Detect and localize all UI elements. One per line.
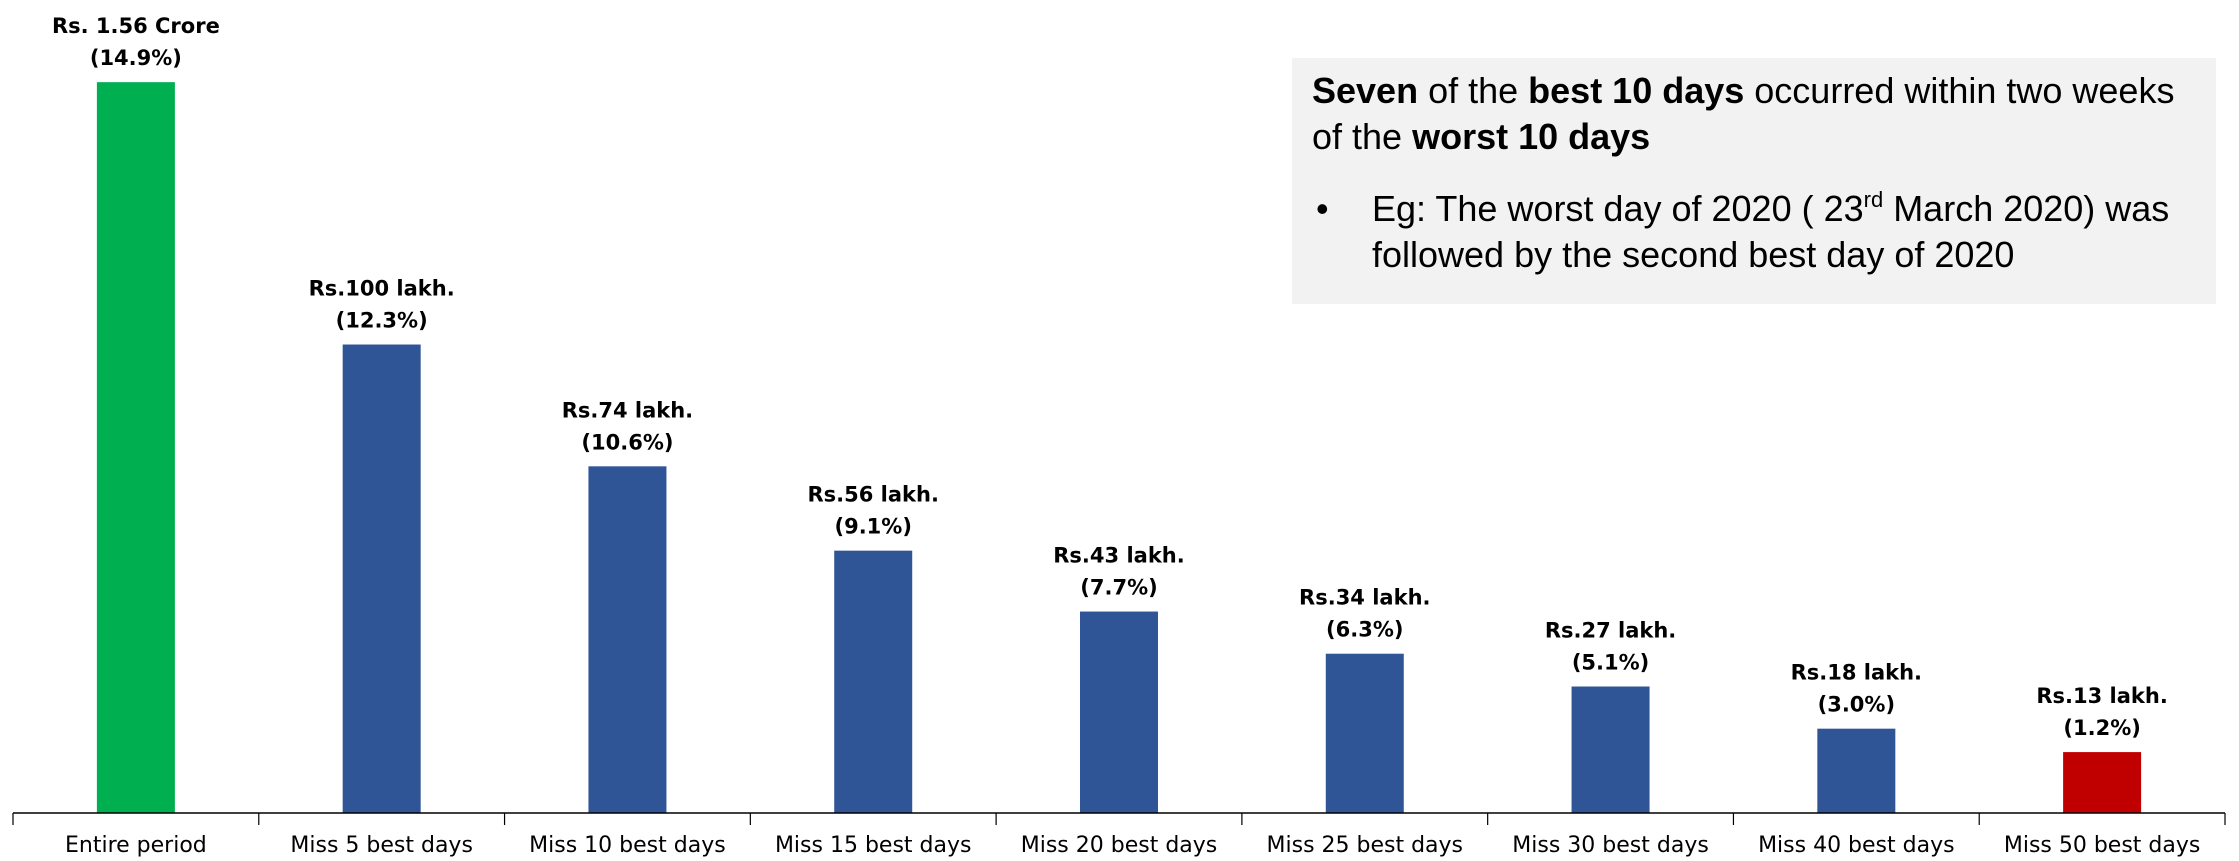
value-label-percent: (7.7%) <box>1080 576 1157 600</box>
value-label-percent: (14.9%) <box>90 46 182 70</box>
x-axis: Entire period Miss 5 best days Miss 10 bes… <box>12 812 2226 858</box>
bullet-marker: • <box>1316 188 1329 229</box>
value-label-amount: Rs.13 lakh. <box>2036 684 2167 708</box>
bar <box>96 82 175 813</box>
category-label: Entire period <box>65 833 207 858</box>
category-label: Miss 30 best days <box>1512 833 1709 858</box>
bar <box>1571 686 1650 813</box>
callout-heading-worst-days: worst 10 days <box>1412 116 1651 157</box>
value-label-percent: (10.6%) <box>581 430 673 454</box>
value-label-amount: Rs.56 lakh. <box>807 483 938 507</box>
bar <box>588 466 667 813</box>
value-label-percent: (9.1%) <box>835 515 912 539</box>
value-label-amount: Rs.100 lakh. <box>309 277 455 301</box>
bar <box>342 344 421 813</box>
category-label: Miss 15 best days <box>775 833 972 858</box>
category-label: Miss 5 best days <box>290 833 473 858</box>
callout-heading-text-1: of the <box>1418 70 1529 111</box>
value-label-amount: Rs.43 lakh. <box>1053 544 1184 568</box>
value-label-percent: (1.2%) <box>2063 716 2140 740</box>
value-label-amount: Rs.18 lakh. <box>1791 661 1922 685</box>
value-label-amount: Rs.27 lakh. <box>1545 619 1676 643</box>
bullet-text-1: Eg: The worst day of 2020 ( 23 <box>1372 188 1864 229</box>
bullet-superscript: rd <box>1863 187 1884 212</box>
value-labels-group: Rs. 1.56 Crore (14.9%) Rs.100 lakh. (12.3%)… <box>52 14 2168 740</box>
category-label: Miss 40 best days <box>1758 833 1955 858</box>
bars-group <box>96 82 2142 813</box>
value-label-amount: Rs.34 lakh. <box>1299 586 1430 610</box>
bar <box>1817 728 1896 813</box>
callout-heading-best-days: best 10 days <box>1528 70 1745 111</box>
callout-bullet: • Eg: The worst day of 2020 ( 23rd March … <box>1312 186 2196 278</box>
category-label: Miss 25 best days <box>1267 833 1464 858</box>
bar <box>2063 752 2142 813</box>
category-label: Miss 10 best days <box>529 833 726 858</box>
callout-heading-text-2: occurred within two weeks of the <box>1312 70 2175 157</box>
value-label-amount: Rs. 1.56 Crore <box>52 14 220 38</box>
bar <box>1080 611 1158 813</box>
value-label-percent: (12.3%) <box>336 309 428 333</box>
value-label-amount: Rs.74 lakh. <box>562 398 693 422</box>
category-label: Miss 20 best days <box>1021 833 1218 858</box>
callout-heading: Seven of the best 10 days occurred withi… <box>1312 68 2196 160</box>
value-label-percent: (3.0%) <box>1818 693 1895 717</box>
bar <box>1325 653 1404 813</box>
bullet-text-2: March 2020) was followed by the second b… <box>1372 188 2170 275</box>
category-label: Miss 50 best days <box>2004 833 2201 858</box>
callout-box: Seven of the best 10 days occurred withi… <box>1292 58 2216 304</box>
callout-heading-seven: Seven <box>1312 70 1419 111</box>
value-label-percent: (5.1%) <box>1572 651 1649 675</box>
bar <box>834 550 913 813</box>
value-label-percent: (6.3%) <box>1326 618 1403 642</box>
